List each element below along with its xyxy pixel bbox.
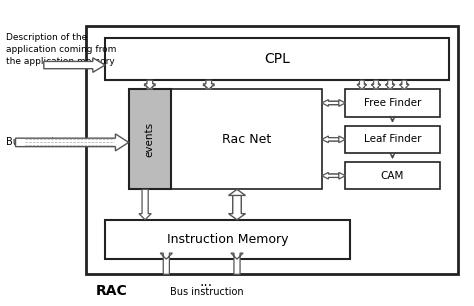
Bar: [346, 126, 439, 153]
Bar: [86, 26, 458, 274]
Polygon shape: [328, 100, 346, 106]
Bar: [105, 38, 449, 80]
Polygon shape: [322, 172, 339, 179]
Text: Instruction Memory: Instruction Memory: [167, 233, 288, 246]
Bar: [171, 89, 322, 189]
Text: RAC: RAC: [96, 284, 128, 298]
Polygon shape: [228, 196, 246, 220]
Polygon shape: [322, 136, 339, 143]
Polygon shape: [328, 172, 346, 179]
Text: CAM: CAM: [381, 171, 404, 181]
Polygon shape: [44, 58, 105, 72]
Text: Leaf Finder: Leaf Finder: [364, 134, 421, 144]
Text: Free Finder: Free Finder: [364, 98, 421, 108]
Polygon shape: [385, 80, 395, 89]
Text: Bus event: Bus event: [6, 137, 55, 147]
Text: CPL: CPL: [264, 52, 290, 66]
Polygon shape: [357, 80, 366, 89]
Polygon shape: [203, 80, 214, 89]
Polygon shape: [400, 80, 409, 89]
Bar: [346, 162, 439, 189]
Polygon shape: [231, 253, 243, 274]
Bar: [128, 89, 171, 189]
Polygon shape: [144, 80, 155, 89]
Polygon shape: [144, 80, 155, 89]
Polygon shape: [16, 134, 128, 151]
Polygon shape: [400, 80, 409, 89]
Text: Rac Net: Rac Net: [222, 133, 271, 146]
Polygon shape: [160, 253, 173, 274]
Bar: [346, 89, 439, 117]
Bar: [105, 220, 350, 259]
Polygon shape: [328, 136, 346, 143]
Text: events: events: [145, 122, 155, 157]
Polygon shape: [385, 80, 395, 89]
Polygon shape: [228, 189, 246, 214]
Text: Description of the
application coming from
the application memory: Description of the application coming fr…: [6, 33, 117, 66]
Text: ...: ...: [200, 275, 213, 289]
Polygon shape: [139, 189, 151, 220]
Polygon shape: [371, 80, 381, 89]
Polygon shape: [203, 80, 214, 89]
Polygon shape: [322, 100, 339, 106]
Text: Bus instruction: Bus instruction: [170, 287, 243, 297]
Polygon shape: [357, 80, 366, 89]
Polygon shape: [371, 80, 381, 89]
